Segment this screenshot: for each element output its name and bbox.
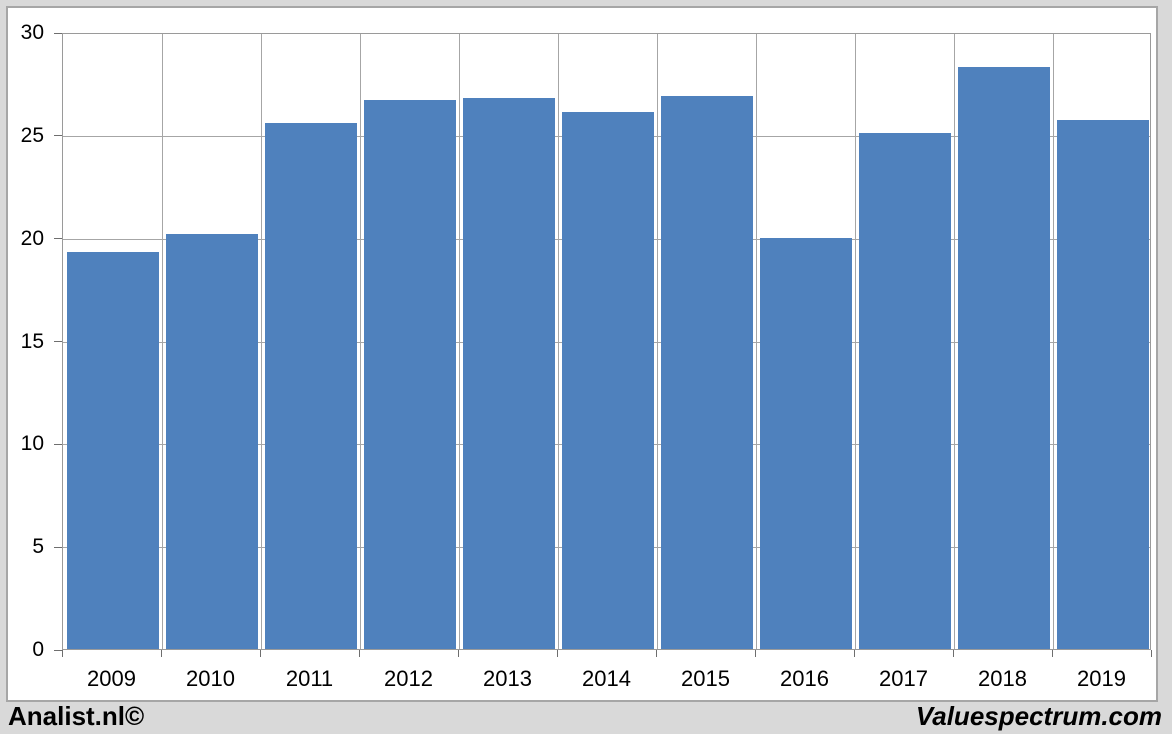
x-axis-tick [754, 650, 756, 657]
bar-2013 [462, 97, 555, 649]
x-axis-tick [457, 650, 459, 657]
y-axis-tick [54, 238, 62, 240]
bar-2010 [165, 233, 258, 649]
x-axis-label: 2010 [186, 666, 235, 691]
x-axis-label: 2013 [483, 666, 532, 691]
plot-area [62, 33, 1151, 650]
bar-2019 [1056, 120, 1149, 649]
y-axis-tick [54, 649, 62, 651]
bar-2017 [858, 132, 951, 649]
y-axis-label: 15 [20, 329, 44, 353]
x-axis-label: 2017 [879, 666, 928, 691]
gridline-vertical [953, 34, 955, 649]
y-axis-tick [54, 341, 62, 342]
y-axis-tick [54, 135, 62, 137]
footer-right-brand: Valuespectrum.com [915, 701, 1162, 731]
x-axis-tick [1051, 650, 1053, 657]
y-axis-label: 20 [20, 226, 44, 250]
bar-2015 [660, 95, 753, 649]
x-axis-tick [160, 650, 162, 657]
x-axis-tick [61, 650, 63, 657]
bar-2018 [957, 66, 1050, 649]
x-axis-tick [853, 650, 855, 657]
y-axis-label: 30 [20, 21, 44, 44]
y-axis-tick [54, 546, 62, 548]
bar-2011 [264, 122, 357, 649]
x-axis-label: 2016 [780, 666, 829, 691]
bar-2014 [561, 112, 654, 649]
y-axis-tick [54, 443, 62, 445]
gridline-vertical [755, 34, 757, 649]
y-axis-label: 25 [20, 123, 44, 147]
x-axis-label: 2014 [582, 666, 631, 691]
x-axis-label: 2018 [978, 666, 1027, 691]
gridline-vertical [260, 34, 262, 649]
x-axis-label: 2011 [285, 666, 334, 691]
gridline-vertical [557, 34, 559, 649]
x-axis-label: 2009 [87, 666, 136, 691]
gridline-vertical [458, 34, 460, 649]
bar-2009 [66, 252, 159, 649]
x-axis-tick [655, 650, 657, 657]
x-axis-tick [1150, 650, 1152, 657]
gridline-vertical [359, 34, 361, 649]
gridline-vertical [656, 34, 658, 649]
x-axis-label: 2012 [384, 666, 433, 691]
footer-left-brand: Analist.nl© [8, 701, 145, 731]
x-axis-tick [259, 650, 261, 657]
y-axis-label: 5 [32, 535, 44, 559]
bar-2012 [363, 99, 456, 649]
x-axis-tick [556, 650, 558, 657]
y-axis-label: 0 [32, 638, 44, 661]
x-axis-tick [358, 650, 360, 657]
gridline-vertical [854, 34, 856, 649]
x-axis-tick [952, 650, 954, 657]
gridline-vertical [161, 34, 163, 649]
x-axis-label: 2015 [681, 666, 730, 691]
bar-2016 [759, 237, 852, 649]
y-axis-label: 10 [20, 432, 44, 456]
gridline-vertical [1052, 34, 1054, 649]
x-axis-label: 2019 [1077, 666, 1126, 691]
y-axis-tick [54, 32, 62, 34]
